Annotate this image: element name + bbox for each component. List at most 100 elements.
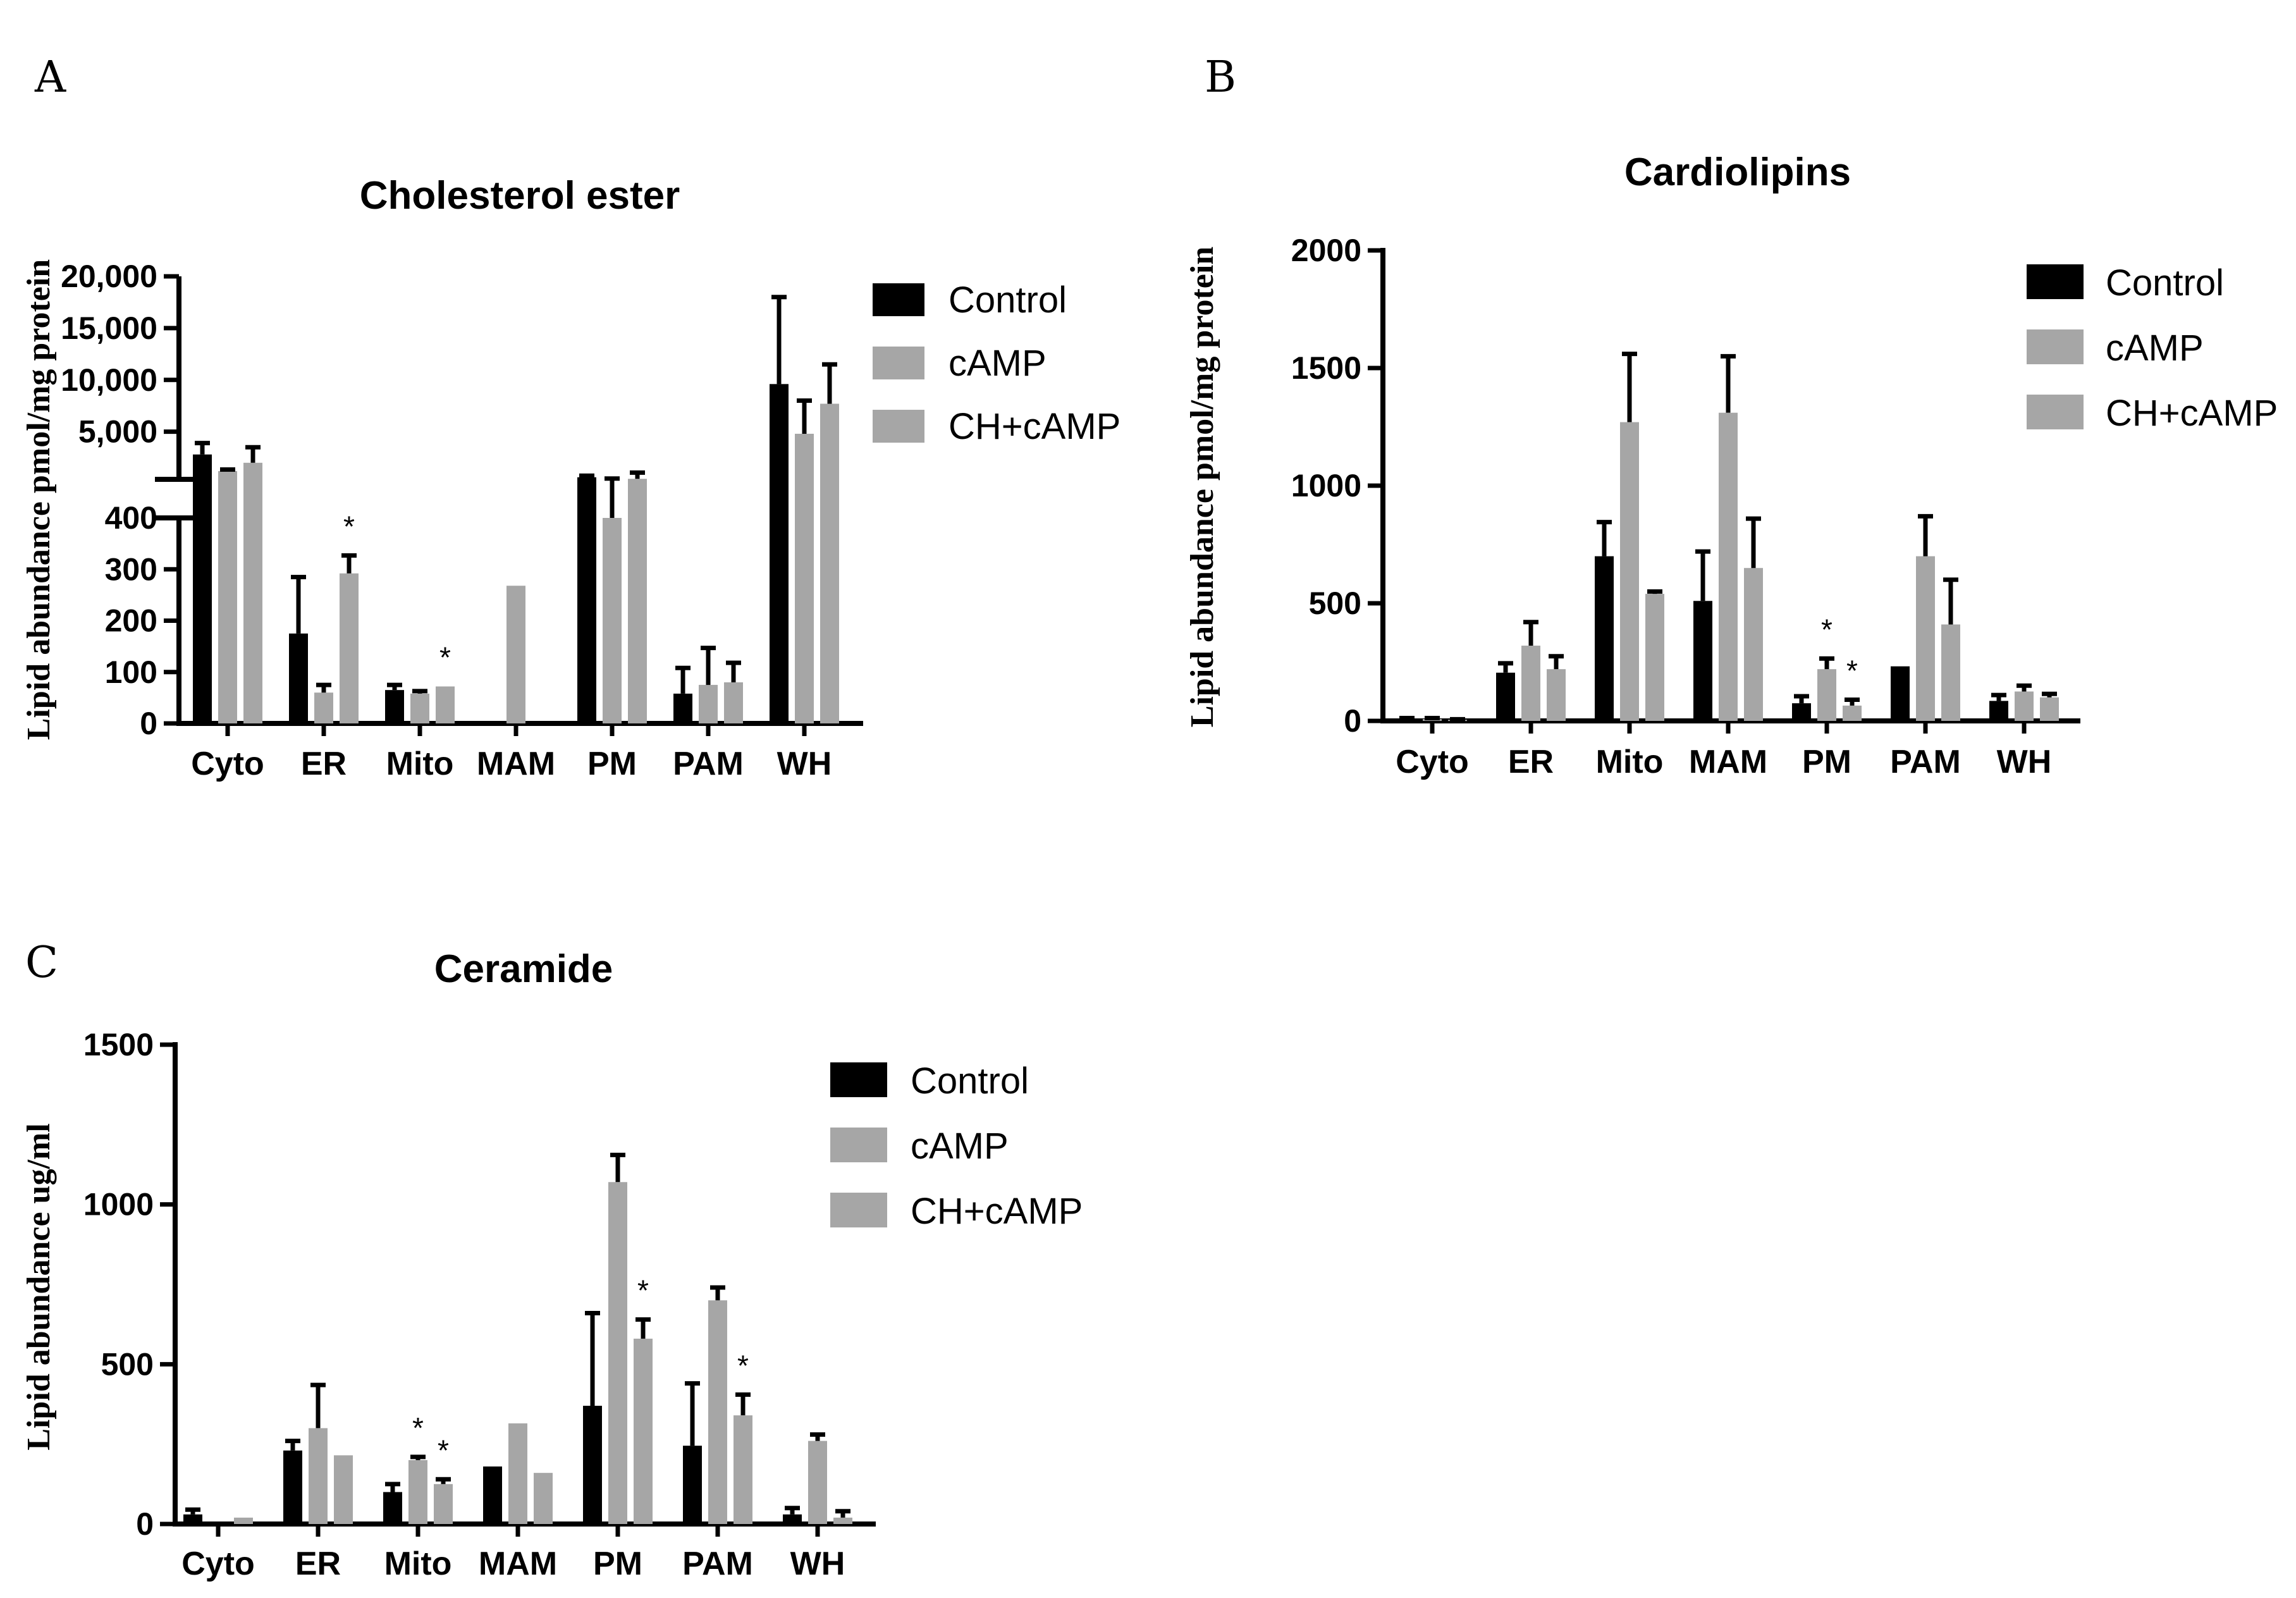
bar-camp xyxy=(408,1460,427,1524)
bar-ch-camp xyxy=(234,1517,253,1524)
bar-ch-camp xyxy=(2040,697,2059,721)
bar-camp xyxy=(608,1182,627,1524)
legend-label: Control xyxy=(948,280,1067,321)
bar-camp xyxy=(410,693,429,723)
bar-camp xyxy=(708,1300,727,1524)
bar-camp xyxy=(218,470,237,723)
x-tick-label: PAM xyxy=(682,1546,753,1582)
y-tick-label: 1000 xyxy=(1291,468,1361,503)
bar-camp xyxy=(1916,556,1935,721)
bar-ch-camp xyxy=(820,403,839,723)
chart-panel-B: B Cardiolipins Lipid abundance pmol/mg pro… xyxy=(1184,52,2278,780)
x-tick-label: ER xyxy=(301,746,347,782)
x-tick-label: PM xyxy=(587,746,637,782)
panel-letter: C xyxy=(25,938,58,988)
bar-control xyxy=(683,1446,702,1524)
y-tick-label: 400 xyxy=(105,500,157,536)
y-tick-label: 0 xyxy=(136,1506,154,1542)
chart-panel-C: C Ceramide Lipid abundance ug/ml 0 500 1000 15… xyxy=(21,938,1083,1582)
legend-swatch xyxy=(2027,329,2084,364)
chart-panel-A: A Cholesterol ester Lipid abundance pmol/m… xyxy=(21,52,1120,782)
legend-label: Control xyxy=(911,1060,1029,1102)
bar-control xyxy=(1891,666,1910,721)
bar-camp xyxy=(1521,645,1540,721)
bar-control xyxy=(577,477,596,723)
significance-marker: * xyxy=(412,1411,424,1444)
x-tick-label: MAM xyxy=(1689,744,1767,780)
bar-control xyxy=(1792,703,1811,721)
bar-camp xyxy=(1719,412,1738,721)
legend-label: cAMP xyxy=(948,343,1047,384)
bar-ch-camp xyxy=(1744,568,1763,721)
y-tick-label: 100 xyxy=(105,655,157,690)
x-tick-label: MAM xyxy=(477,746,555,782)
bar-control xyxy=(1595,556,1614,721)
bar-ch-camp xyxy=(724,682,743,723)
y-tick-label: 200 xyxy=(105,603,157,639)
x-tick-label: Cyto xyxy=(191,746,264,782)
bar-camp xyxy=(506,586,525,723)
significance-marker: * xyxy=(1846,655,1858,687)
x-tick-label: Mito xyxy=(1596,744,1664,780)
x-tick-label: PM xyxy=(593,1546,642,1582)
bar-camp xyxy=(309,1428,328,1524)
panel-letter: B xyxy=(1205,52,1236,102)
bar-ch-camp xyxy=(534,1473,553,1524)
x-tick-label: Mito xyxy=(386,746,454,782)
legend-swatch xyxy=(2027,395,2084,429)
legend-label: Control xyxy=(2106,262,2224,304)
bar-ch-camp xyxy=(833,1517,852,1524)
legend-label: CH+cAMP xyxy=(911,1191,1083,1232)
significance-marker: * xyxy=(637,1274,649,1307)
y-tick-label: 0 xyxy=(140,706,157,741)
bar-control xyxy=(783,1514,802,1524)
chart-title: Ceramide xyxy=(434,947,613,991)
x-tick-label: ER xyxy=(1508,744,1554,780)
x-tick-label: ER xyxy=(295,1546,341,1582)
bar-control xyxy=(193,454,212,723)
bar-camp xyxy=(1620,422,1639,721)
legend-swatch xyxy=(830,1193,887,1227)
bar-control xyxy=(1496,672,1515,721)
x-tick-label: PAM xyxy=(1890,744,1961,780)
x-tick-label: PM xyxy=(1802,744,1851,780)
legend-swatch xyxy=(873,283,924,316)
bar-control xyxy=(283,1450,302,1524)
y-tick-label: 500 xyxy=(101,1346,154,1382)
bar-camp xyxy=(795,433,814,723)
y-tick-label: 15,000 xyxy=(61,310,157,346)
legend-swatch xyxy=(2027,264,2084,299)
significance-marker: * xyxy=(343,510,355,543)
bar-camp xyxy=(699,685,718,723)
x-tick-label: Cyto xyxy=(1396,744,1469,780)
legend-swatch xyxy=(873,410,924,443)
x-tick-label: WH xyxy=(1997,744,2052,780)
y-tick-label: 300 xyxy=(105,551,157,587)
bar-control xyxy=(770,384,789,723)
legend-swatch xyxy=(873,347,924,379)
bar-ch-camp xyxy=(734,1415,752,1524)
legend-label: cAMP xyxy=(2106,328,2204,369)
y-tick-label: 2000 xyxy=(1291,233,1361,268)
bar-ch-camp xyxy=(334,1455,353,1524)
significance-marker: * xyxy=(438,1434,449,1466)
bar-camp xyxy=(1817,669,1836,721)
y-tick-label: 1500 xyxy=(1291,350,1361,386)
bar-control xyxy=(383,1492,402,1524)
y-axis-title: Lipid abundance ug/ml xyxy=(21,1123,57,1450)
bar-ch-camp xyxy=(628,479,647,723)
x-tick-label: WH xyxy=(790,1546,845,1582)
bar-ch-camp xyxy=(1645,594,1664,721)
bar-control xyxy=(583,1406,602,1524)
bar-ch-camp xyxy=(634,1338,653,1524)
bar-ch-camp xyxy=(1547,669,1566,721)
bar-control xyxy=(673,693,692,723)
bar-ch-camp xyxy=(1941,624,1960,721)
legend-label: cAMP xyxy=(911,1126,1009,1167)
bar-camp xyxy=(508,1423,527,1524)
y-tick-label: 20,000 xyxy=(61,259,157,294)
legend-swatch xyxy=(830,1128,887,1162)
bar-control xyxy=(1693,601,1712,721)
bar-camp xyxy=(603,518,622,723)
